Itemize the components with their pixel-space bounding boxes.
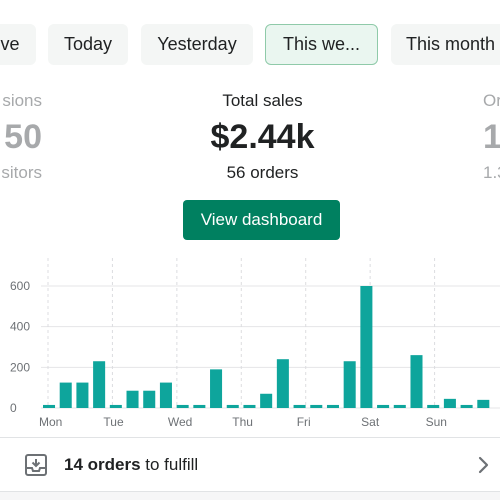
bar[interactable] <box>210 369 223 408</box>
chevron-right-icon <box>478 456 489 474</box>
stat-sessions[interactable]: sions 50 sitors <box>0 90 42 184</box>
bar[interactable] <box>276 359 289 408</box>
y-tick-label: 600 <box>10 279 30 293</box>
bar[interactable] <box>226 404 239 408</box>
stat-sessions-sub: sitors <box>1 163 42 182</box>
bar[interactable] <box>326 404 339 408</box>
tab-today-label: Today <box>63 34 113 54</box>
tab-today[interactable]: Today <box>48 24 128 65</box>
bar[interactable] <box>193 404 206 408</box>
bar[interactable] <box>310 404 323 408</box>
bar[interactable] <box>43 404 56 408</box>
tab-live-label: ive <box>0 34 20 54</box>
x-tick-label: Tue <box>103 415 124 429</box>
inbox-download-icon <box>25 453 47 476</box>
bar[interactable] <box>410 355 423 408</box>
stat-sessions-value: 50 <box>4 118 42 156</box>
x-tick-label: Sun <box>426 415 447 429</box>
stat-orders-sub: 1.3 <box>483 163 500 182</box>
bar[interactable] <box>143 390 156 408</box>
x-tick-label: Wed <box>168 415 192 429</box>
stat-orders-label: Or <box>483 91 500 110</box>
bar[interactable] <box>377 404 390 408</box>
bar[interactable] <box>243 404 256 408</box>
tab-this-week-label: This we... <box>282 34 361 54</box>
bar[interactable] <box>176 404 189 408</box>
bar[interactable] <box>460 404 473 408</box>
orders-to-fulfill-row[interactable]: 14 orders to fulfill <box>0 437 500 492</box>
bar[interactable] <box>443 398 456 408</box>
bar[interactable] <box>393 404 406 408</box>
x-tick-label: Sat <box>361 415 380 429</box>
y-tick-label: 200 <box>10 360 30 374</box>
bar[interactable] <box>260 393 273 408</box>
stat-total-sales-orders: 56 orders <box>226 163 299 182</box>
tab-this-month-label: This month <box>406 34 496 54</box>
bar[interactable] <box>126 390 139 408</box>
orders-to-fulfill-suffix: to fulfill <box>140 454 199 474</box>
stat-sessions-label: sions <box>2 91 42 110</box>
bar[interactable] <box>76 382 89 408</box>
tab-this-week[interactable]: This we... <box>265 24 378 65</box>
orders-to-fulfill-count: 14 orders <box>64 454 141 474</box>
x-tick-label: Mon <box>39 415 62 429</box>
bar[interactable] <box>360 286 373 408</box>
bar[interactable] <box>427 404 440 408</box>
stat-total-sales-label: Total sales <box>222 91 303 110</box>
bar[interactable] <box>293 404 306 408</box>
tab-yesterday[interactable]: Yesterday <box>141 24 253 65</box>
y-tick-label: 0 <box>10 401 17 415</box>
stat-orders-value: 1. <box>483 118 500 156</box>
orders-to-fulfill-text: 14 orders to fulfill <box>64 455 198 475</box>
bar[interactable] <box>343 361 356 408</box>
view-dashboard-button[interactable]: View dashboard <box>183 200 340 240</box>
period-tabs: ive Today Yesterday This we... This mont… <box>0 24 500 65</box>
x-tick-label: Fri <box>297 415 311 429</box>
sales-bar-chart: 0 200 400 600 Mon Tue Wed Thu Fri Sat Sun <box>10 258 500 429</box>
bar[interactable] <box>109 404 122 408</box>
tab-yesterday-label: Yesterday <box>157 34 237 54</box>
stat-total-sales: Total sales $2.44k 56 orders <box>150 90 375 184</box>
bar[interactable] <box>477 399 490 408</box>
bar[interactable] <box>59 382 72 408</box>
bar[interactable] <box>159 382 172 408</box>
x-tick-label: Thu <box>232 415 253 429</box>
tab-live[interactable]: ive <box>0 24 36 65</box>
stat-orders[interactable]: Or 1. 1.3 <box>483 90 500 184</box>
stat-total-sales-value: $2.44k <box>210 118 315 156</box>
y-tick-label: 400 <box>10 320 30 334</box>
bottom-divider <box>0 492 500 500</box>
bar[interactable] <box>93 361 106 408</box>
tab-this-month[interactable]: This month <box>391 24 500 65</box>
